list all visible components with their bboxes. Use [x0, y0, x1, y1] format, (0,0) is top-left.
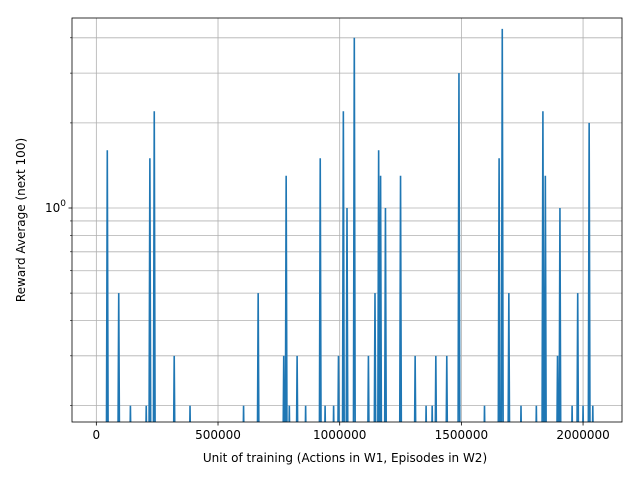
x-tick-label: 2000000 — [556, 428, 609, 442]
plot-frame — [71, 17, 623, 423]
x-tick-label: 1500000 — [435, 428, 488, 442]
series-line — [105, 28, 594, 422]
series-layer — [105, 28, 594, 422]
x-tick-label: 500000 — [195, 428, 241, 442]
tick-layer: 0 500000 1000000 1500000 2000000 100 — [45, 37, 610, 442]
y-axis-label: Reward Average (next 100) — [14, 138, 28, 302]
x-tick-label: 0 — [93, 428, 101, 442]
y-tick-label: 100 — [45, 199, 66, 215]
x-axis-label: Unit of training (Actions in W1, Episode… — [203, 451, 487, 465]
x-tick-label: 1000000 — [313, 428, 366, 442]
